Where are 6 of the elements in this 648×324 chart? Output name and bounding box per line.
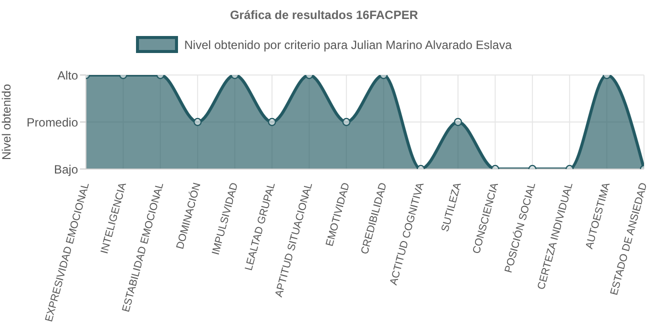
category-label: Bajo [54, 162, 78, 176]
chart-title: Gráfica de resultados 16FACPER [228, 8, 420, 22]
category-label: Alto [57, 68, 78, 82]
legend-label: Nivel obtenido por criterio para Julian Marino Alvarado Eslava [184, 38, 512, 52]
category-label: Promedio [26, 115, 78, 130]
y-axis-title: Nivel obtenido [0, 84, 14, 160]
